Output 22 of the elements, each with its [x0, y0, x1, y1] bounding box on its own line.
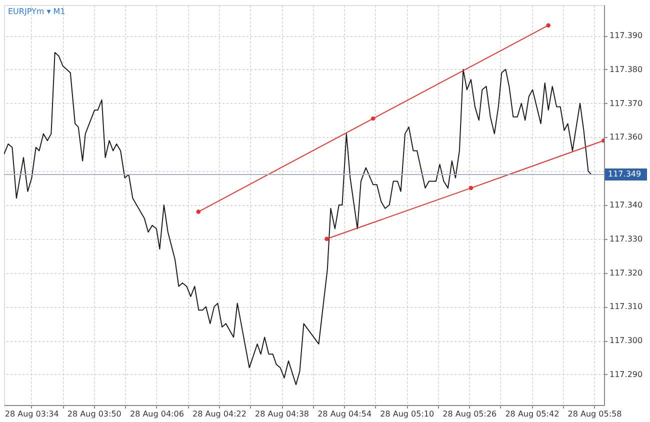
x-tick-label: 28 Aug 04:54 [318, 410, 372, 418]
x-tick-label: 28 Aug 05:58 [568, 410, 622, 418]
x-tick-label: 28 Aug 05:10 [380, 410, 434, 418]
y-tick-label: 117.380 [610, 64, 643, 74]
y-tick-label: 117.390 [610, 31, 643, 40]
ref-line-label: 117.349 [608, 169, 642, 178]
y-tick-label: 117.340 [610, 200, 643, 210]
x-tick-label: 28 Aug 03:50 [67, 410, 122, 418]
x-tick-label: 28 Aug 04:38 [255, 410, 309, 418]
x-tick-label: 28 Aug 04:06 [130, 410, 184, 418]
y-tick-label: 117.360 [610, 132, 643, 142]
y-tick-label: 117.290 [610, 370, 643, 379]
y-tick-label: 117.310 [610, 302, 643, 312]
chart-title: EURJPYm ▾ M1 [8, 7, 66, 16]
x-tick-label: 28 Aug 05:26 [442, 410, 497, 418]
y-tick-label: 117.320 [610, 268, 643, 278]
x-tick-label: 28 Aug 04:22 [192, 410, 246, 418]
y-tick-label: 117.330 [610, 234, 643, 244]
x-tick-label: 28 Aug 05:42 [505, 410, 560, 418]
y-tick-label: 117.300 [610, 336, 643, 346]
x-tick-label: 28 Aug 03:34 [4, 410, 59, 418]
y-tick-label: 117.370 [610, 98, 643, 108]
